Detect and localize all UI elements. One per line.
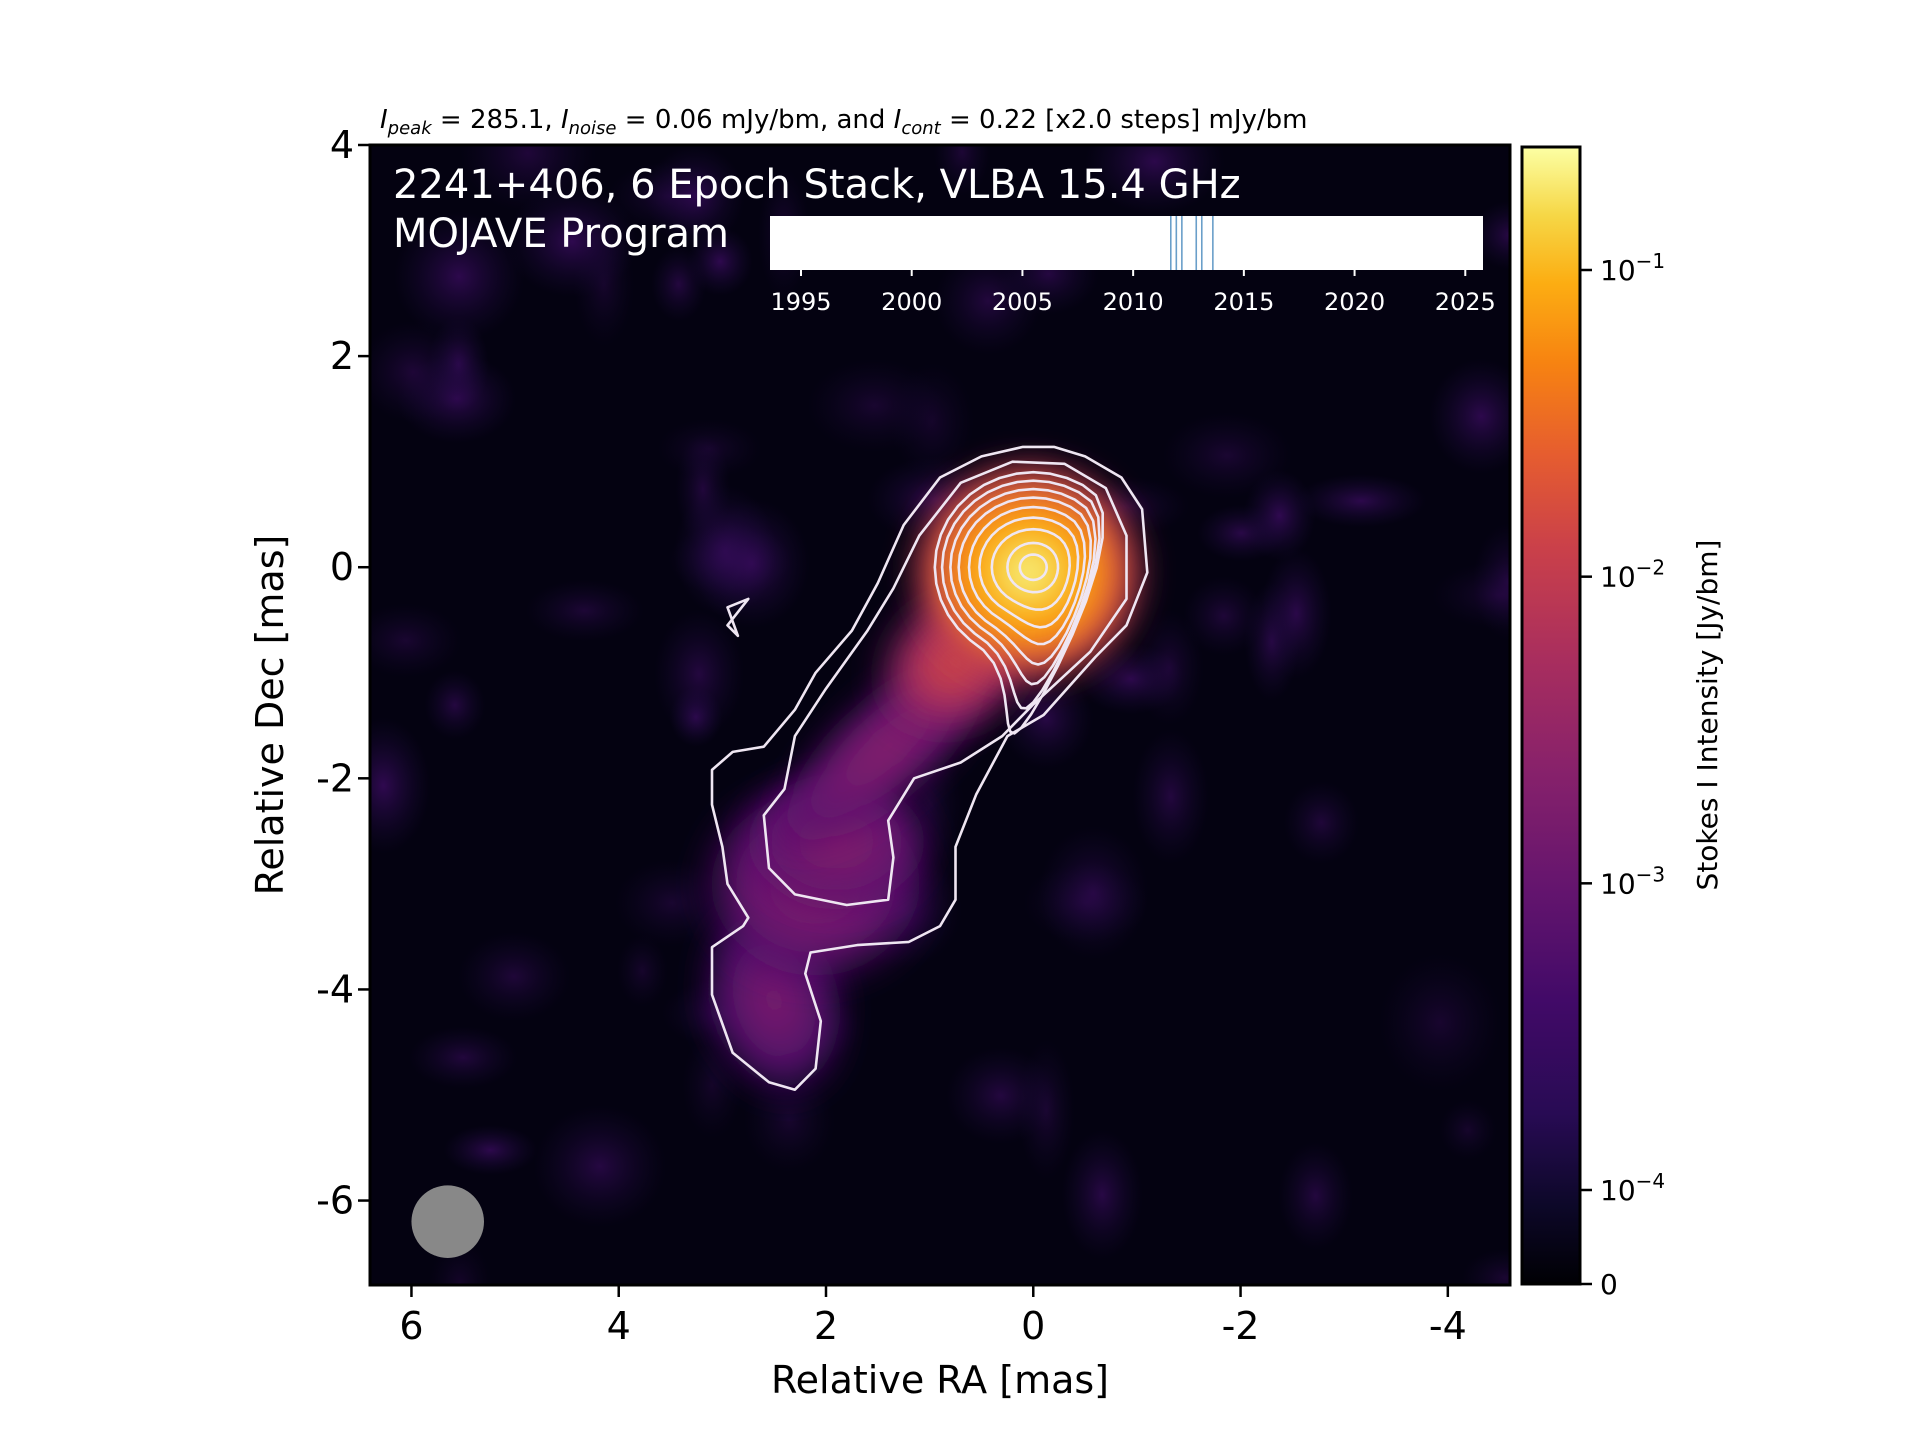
noise-blob [1182, 576, 1265, 656]
colorbar-label: Stokes I Intensity [Jy/bm] [1691, 540, 1724, 891]
colorbar-tick-label: 10−2 [1600, 556, 1665, 594]
contour-layer [710, 445, 1149, 1091]
noise-blob [933, 145, 991, 196]
timeline-epochs [1169, 216, 1214, 270]
x-tick-label: 2 [814, 1304, 838, 1348]
noise-blob [645, 145, 745, 248]
noise-blob [1132, 729, 1209, 864]
noise-blob [1439, 1100, 1497, 1160]
contour-level-6 [957, 496, 1092, 666]
x-axis-label: Relative RA [mas] [771, 1358, 1109, 1402]
noise-blob [653, 609, 744, 739]
noise-blob [424, 670, 486, 740]
noise-blob [1429, 358, 1510, 474]
noise-blob [1278, 1141, 1353, 1251]
plot-frame [368, 143, 1512, 1287]
y-tick-label: 2 [330, 334, 354, 378]
y-axis-label: Relative Dec [mas] [248, 535, 292, 896]
noise-blob [1295, 474, 1427, 528]
contour-level-1 [710, 445, 1149, 1091]
timeline-tick-label: 2000 [881, 288, 942, 316]
contour-level-4 [940, 479, 1101, 710]
colorbar-tick-label: 0 [1600, 1268, 1618, 1301]
x-tick-label: -4 [1429, 1304, 1467, 1348]
title-line1: 2241+406, 6 Epoch Stack, VLBA 15.4 GHz [393, 162, 1241, 208]
noise-blob [1084, 145, 1225, 215]
colorbar-gradient [1522, 147, 1580, 1284]
noise-blob [1378, 953, 1502, 1092]
colorbar-ticks: 10−1 10−2 10−3 10−4 0 [1580, 249, 1665, 1301]
y-tick-label: -6 [316, 1179, 354, 1223]
x-tick-label: 4 [607, 1304, 631, 1348]
emission-core [903, 453, 1153, 692]
timeline-tick-label: 2010 [1103, 288, 1164, 316]
noise-blob [1283, 781, 1360, 864]
timeline-tick-label: 2005 [992, 288, 1053, 316]
contour-level-8 [978, 516, 1080, 629]
noise-blob [505, 185, 638, 298]
timeline-ticks: 1995 2000 2005 2010 2015 2020 2025 [770, 270, 1496, 316]
noise-blob [533, 1105, 666, 1228]
y-tick-label: 4 [330, 123, 354, 167]
colorbar-tick-label: 10−1 [1600, 249, 1665, 287]
colorbar: 10−1 10−2 10−3 10−4 0 Stokes I Intensity [Jy… [1520, 145, 1724, 1301]
x-axis: 6 4 2 0 -2 -4 [399, 1285, 1467, 1348]
x-tick-label: 6 [399, 1304, 423, 1348]
noise-blob [1260, 548, 1332, 679]
contour-level-5 [949, 487, 1097, 686]
noise-blob [370, 603, 462, 678]
timeline-tick-label: 2015 [1213, 288, 1274, 316]
x-tick-label: -2 [1222, 1304, 1260, 1348]
y-axis: 4 2 0 -2 -4 -6 [316, 123, 370, 1223]
noise-blob [1162, 412, 1292, 499]
noise-blob [693, 498, 810, 629]
y-tick-label: 0 [330, 545, 354, 589]
x-tick-label: 0 [1021, 1304, 1045, 1348]
noise-blob [458, 932, 570, 1022]
beam-ellipse [411, 1185, 484, 1258]
y-tick-label: -2 [316, 756, 354, 800]
contour-level-10 [1006, 541, 1060, 594]
noise-blob [525, 579, 644, 642]
noise-blob [1461, 1248, 1510, 1285]
noise-blob [657, 419, 762, 479]
noise-blob [1243, 470, 1316, 562]
noise-blob [409, 1026, 518, 1089]
noise-blob [891, 363, 974, 481]
timeline-box [770, 216, 1483, 270]
noise-blob [370, 321, 468, 423]
y-tick-label: -4 [316, 967, 354, 1011]
noise-blob [1431, 561, 1510, 629]
noise-blob [1135, 609, 1204, 726]
timeline-tick-label: 2020 [1324, 288, 1385, 316]
noise-blob [1038, 826, 1149, 960]
noise-blob [1061, 1129, 1143, 1260]
timeline-inset: 1995 2000 2005 2010 2015 2020 2025 [770, 216, 1496, 316]
colorbar-tick-label: 10−4 [1600, 1169, 1665, 1207]
image-panel: 1995 2000 2005 2010 2015 2020 2025 2241+406, 6… [368, 143, 1512, 1287]
noise-blob [370, 717, 431, 854]
timeline-tick-label: 2025 [1435, 288, 1496, 316]
colorbar-frame [1520, 145, 1582, 1286]
header-stats: Ipeak = 285.1, Inoise = 0.06 mJy/bm, and… [380, 105, 1308, 139]
colorbar-tick-label: 10−3 [1600, 862, 1665, 900]
contour-level-11 [1018, 553, 1048, 582]
title-line2: MOJAVE Program [393, 211, 729, 257]
noise-blob [616, 934, 668, 1008]
contour-level-1-islet [726, 597, 750, 638]
emission-layer [691, 453, 1153, 1108]
noise-blob [443, 1124, 538, 1176]
noise-blob [393, 211, 525, 342]
contour-level-9 [990, 527, 1071, 611]
contour-level-7 [967, 505, 1087, 646]
timeline-tick-label: 1995 [770, 288, 831, 316]
contour-level-2 [762, 460, 1128, 907]
noise-blob [945, 1047, 1056, 1145]
